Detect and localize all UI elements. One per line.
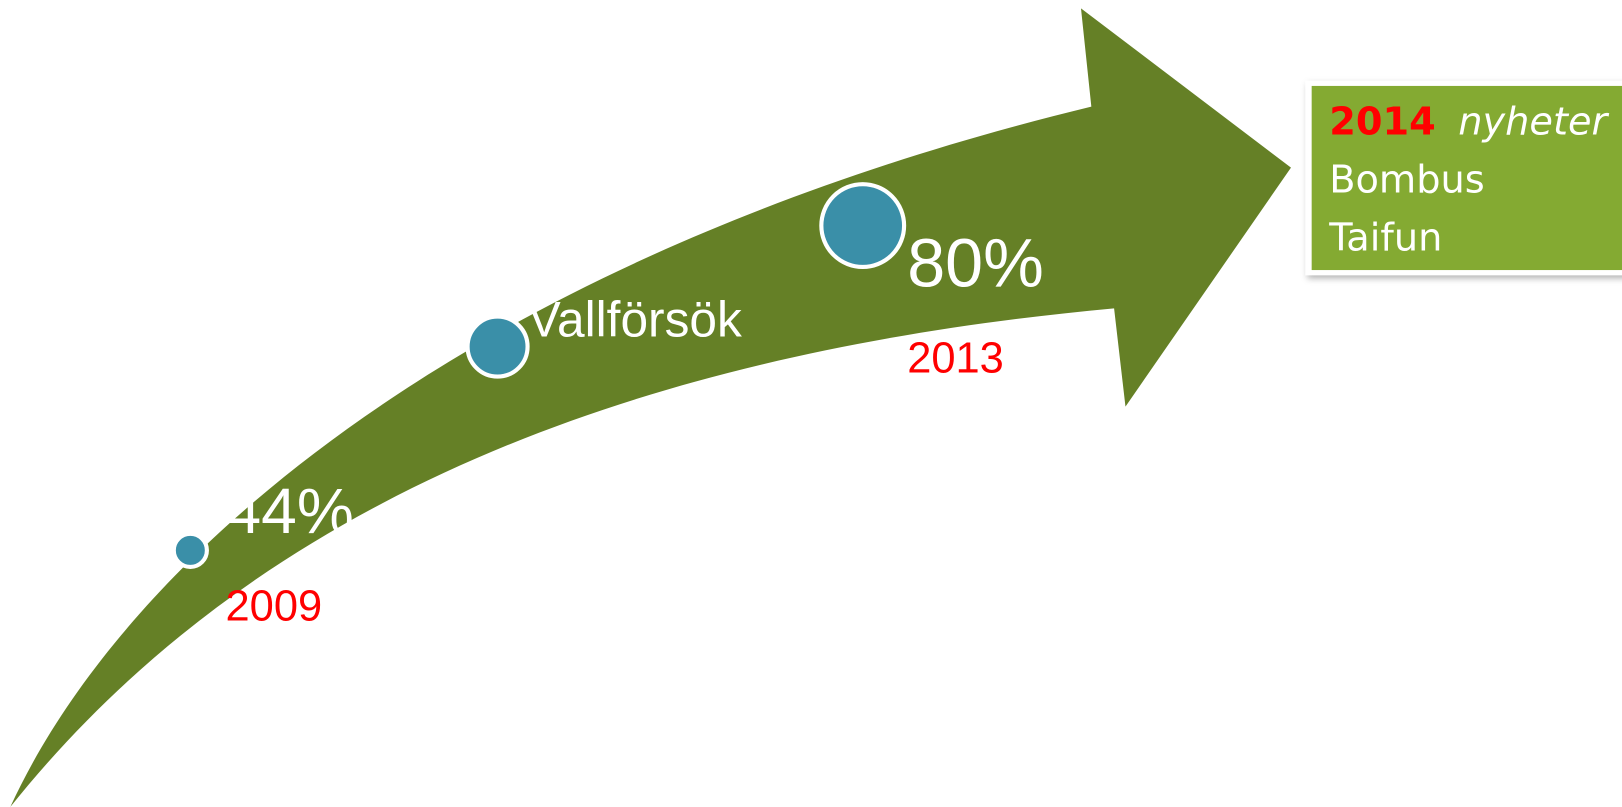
- milestone-dot: [171, 531, 209, 570]
- panel-item: Bombus: [1329, 157, 1484, 202]
- panel-item: Taifun: [1328, 215, 1442, 260]
- panel-year: 2014: [1329, 100, 1436, 145]
- milestone-year: 2013: [907, 334, 1004, 382]
- arrow: [10, 8, 1291, 807]
- milestone-value: 44%: [226, 475, 354, 547]
- milestone-label: Vallförsök: [528, 291, 742, 347]
- milestone-year: 2009: [226, 583, 323, 631]
- panel-title: nyheter: [1458, 100, 1609, 145]
- milestone-value: 80%: [907, 226, 1044, 302]
- news-panel: [1305, 80, 1622, 276]
- milestone-dot: [819, 182, 907, 270]
- milestone-dot: [465, 314, 530, 379]
- panel-heading: 2014 nyheter: [1329, 100, 1609, 145]
